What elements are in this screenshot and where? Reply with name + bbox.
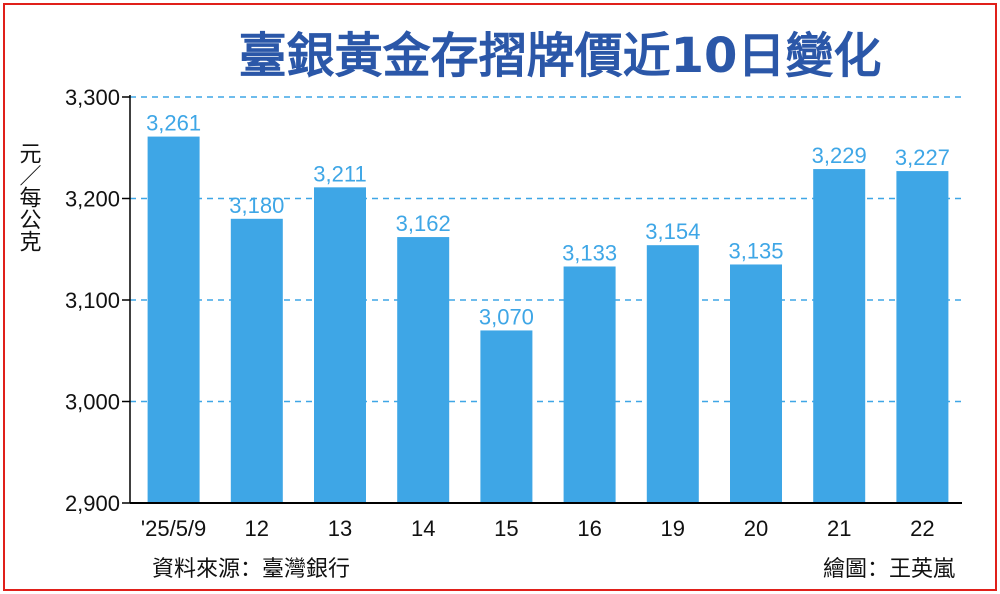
x-tick-label: 21: [827, 516, 851, 541]
x-tick-label: 14: [411, 516, 435, 541]
data-label: 3,135: [728, 238, 783, 263]
bar: [314, 187, 366, 503]
y-tick-labels: 2,900 3,000 3,100 3,200 3,300: [65, 85, 130, 516]
data-label: 3,211: [313, 161, 366, 186]
x-tick-label: 13: [328, 516, 352, 541]
data-label: 3,229: [812, 143, 867, 168]
x-tick-label: 12: [245, 516, 269, 541]
data-label: 3,162: [396, 211, 451, 236]
x-tick-label: 20: [744, 516, 768, 541]
data-label: 3,133: [562, 241, 617, 266]
source-note: 資料來源：臺灣銀行: [152, 557, 350, 582]
x-tick-label: '25/5/9: [141, 516, 206, 541]
bar: [397, 237, 450, 503]
bar: [480, 330, 533, 503]
bar: [230, 218, 283, 504]
x-tick-labels: '25/5/9 12 13 14 15 16 19 20 21 22: [141, 516, 935, 541]
x-tick-label: 15: [494, 516, 518, 541]
data-label: 3,227: [895, 145, 950, 170]
y-axis-label: 元／每公克: [16, 142, 42, 252]
data-label: 3,261: [146, 111, 201, 136]
data-label: 3,154: [645, 219, 700, 244]
bar: [563, 266, 616, 503]
bars: [147, 136, 949, 504]
y-tick-label: 3,300: [65, 85, 120, 110]
data-label: 3,180: [229, 193, 284, 218]
data-label: 3,070: [479, 304, 534, 329]
x-tick-label: 22: [910, 516, 934, 541]
y-tick-label: 3,000: [65, 390, 120, 415]
bar: [813, 169, 866, 503]
y-tick-label: 3,200: [65, 187, 120, 212]
chart-title: 臺銀黃金存摺牌價近10日變化: [239, 28, 882, 84]
x-tick-label: 19: [661, 516, 685, 541]
bar: [646, 245, 699, 503]
bar: [896, 171, 949, 503]
y-tick-label: 2,900: [65, 491, 120, 516]
data-labels: 3,261 3,180 3,211 3,162 3,070 3,133 3,154 3,135…: [146, 111, 950, 330]
credit-note: 繪圖：王英嵐: [823, 557, 955, 582]
bar: [147, 136, 200, 503]
x-tick-label: 16: [577, 516, 601, 541]
y-tick-label: 3,100: [65, 288, 120, 313]
bar: [730, 264, 782, 503]
